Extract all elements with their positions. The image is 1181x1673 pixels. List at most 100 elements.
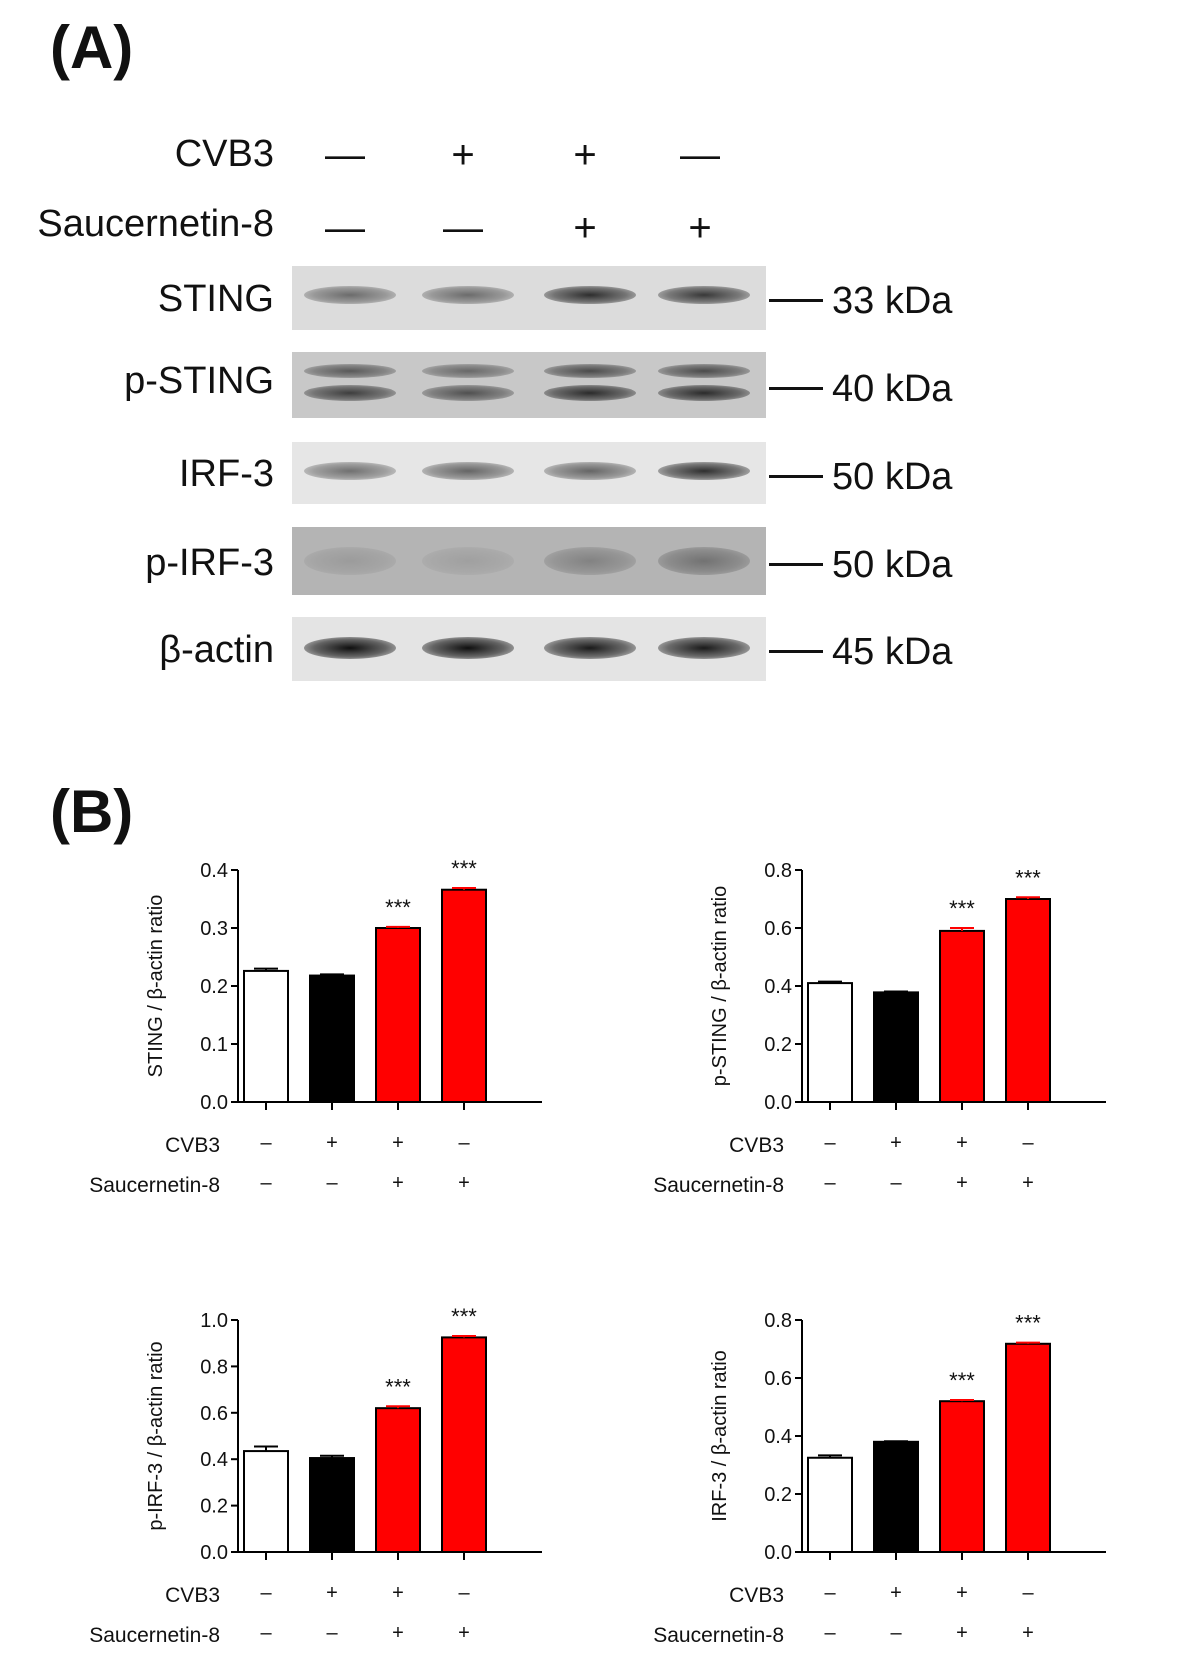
cvb3-sign: +: [890, 1132, 902, 1154]
y-tick-label: 0.0: [764, 1542, 792, 1564]
saucernetin-sign: +: [956, 1622, 968, 1644]
y-tick-label: 0.6: [764, 1368, 792, 1390]
saucernetin-sign: +: [392, 1622, 404, 1644]
significance-label-4: ***: [451, 1304, 477, 1329]
cvb3-sign: +: [890, 1582, 902, 1604]
y-tick-label: 0.8: [200, 1356, 228, 1378]
bar-1: [807, 1456, 853, 1553]
saucernetin-sign: –: [890, 1172, 902, 1194]
cvb3-sign-lane-3: +: [573, 133, 597, 177]
y-axis-label: p-STING / β-actin ratio: [709, 886, 731, 1086]
bar-1: [807, 982, 853, 1104]
bar-3: [375, 927, 421, 1103]
y-tick-label: 0.2: [764, 1034, 792, 1056]
cvb3-sign: +: [326, 1132, 338, 1154]
saucernetin-sign: –: [260, 1172, 272, 1194]
marker-kda-irf3: 50 kDa: [832, 456, 953, 498]
saucernetin-sign: –: [260, 1622, 272, 1644]
saucernetin-sign: +: [458, 1622, 470, 1644]
bar-4: [441, 1336, 487, 1554]
panel-b-label: (B): [50, 778, 134, 845]
saucernetin-sign: +: [458, 1172, 470, 1194]
blot-beta-actin: [292, 617, 766, 681]
y-tick-label: 0.4: [764, 976, 792, 998]
y-tick-label: 1.0: [200, 1310, 228, 1332]
y-tick-label: 0.2: [200, 976, 228, 998]
chart-sting: 0.0 0.1 0.2 0.3 0.4 STING / β-actin ratio – – + –…: [89, 856, 542, 1197]
blot-label-p-irf3: p-IRF-3: [145, 542, 274, 584]
blot-label-beta-actin: β-actin: [159, 629, 274, 671]
y-tick-label: 0.3: [200, 918, 228, 940]
significance-label-4: ***: [1015, 865, 1041, 890]
saucernetin-row-label: Saucernetin-8: [653, 1174, 784, 1197]
band-sting-lane-2: [422, 286, 514, 305]
blot-label-sting: STING: [157, 278, 274, 320]
bar-4: [441, 888, 487, 1103]
y-tick-label: 0.8: [764, 860, 792, 882]
band-irf3-lane-1: [304, 461, 396, 480]
bar-3: [375, 1407, 421, 1553]
bar-1: [243, 1450, 289, 1553]
blot-sting: [292, 266, 766, 330]
band-p-sting-lane-2: [422, 363, 514, 378]
cvb3-sign: +: [956, 1582, 968, 1604]
bar-2: [309, 974, 355, 1103]
band-sting-lane-3: [544, 286, 636, 305]
y-tick-label: 0.0: [764, 1092, 792, 1114]
band-p-irf3-lane-3: [544, 547, 636, 576]
bar-2: [873, 1440, 919, 1553]
y-axis-label: STING / β-actin ratio: [145, 895, 167, 1078]
significance-label-4: ***: [451, 856, 477, 881]
significance-label-4: ***: [1015, 1311, 1041, 1336]
panel-a-label: (A): [50, 14, 134, 81]
cvb3-row-label: CVB3: [729, 1134, 784, 1157]
sauc-sign-lane-2: —: [443, 206, 483, 250]
y-tick-label: 0.6: [764, 918, 792, 940]
y-tick-label: 0.4: [764, 1426, 792, 1448]
saucernetin-sign: +: [956, 1172, 968, 1194]
cvb3-row-label: CVB3: [174, 133, 274, 175]
saucernetin-row-label: Saucernetin-8: [37, 203, 274, 245]
bar-4: [1005, 898, 1051, 1103]
cvb3-sign-lane-4: —: [680, 133, 720, 177]
cvb3-sign: +: [392, 1582, 404, 1604]
bar-3: [939, 1400, 985, 1553]
significance-label-3: ***: [949, 896, 975, 921]
band-p-sting-lane-1: [304, 363, 396, 378]
cvb3-sign: +: [392, 1132, 404, 1154]
chart-p-sting: 0.0 0.2 0.4 0.6 0.8 p-STING / β-actin ratio – –…: [653, 860, 1106, 1197]
cvb3-row-label: CVB3: [165, 1134, 220, 1157]
marker-line-beta-actin: [769, 650, 823, 653]
band-p-sting-lane-3: [544, 385, 636, 401]
saucernetin-sign: –: [824, 1172, 836, 1194]
significance-label-3: ***: [385, 895, 411, 920]
significance-label-3: ***: [385, 1374, 411, 1399]
bar-2: [873, 991, 919, 1104]
cvb3-row-label: CVB3: [165, 1584, 220, 1607]
marker-kda-sting: 33 kDa: [832, 280, 953, 322]
band-p-sting-lane-2: [422, 385, 514, 401]
saucernetin-row-label: Saucernetin-8: [89, 1624, 220, 1647]
y-tick-label: 0.0: [200, 1542, 228, 1564]
saucernetin-sign: –: [326, 1172, 338, 1194]
marker-line-p-irf3: [769, 563, 823, 566]
bar-3: [939, 929, 985, 1104]
marker-kda-p-irf3: 50 kDa: [832, 544, 953, 586]
band-beta-actin-lane-2: [422, 637, 514, 660]
band-p-irf3-lane-1: [304, 547, 396, 576]
cvb3-sign: –: [458, 1582, 470, 1604]
saucernetin-row-label: Saucernetin-8: [653, 1624, 784, 1647]
saucernetin-sign: –: [890, 1622, 902, 1644]
cvb3-sign: –: [1022, 1132, 1034, 1154]
y-tick-label: 0.2: [764, 1484, 792, 1506]
blot-irf3: [292, 442, 766, 504]
cvb3-sign: +: [326, 1582, 338, 1604]
chart-irf3: 0.0 0.2 0.4 0.6 0.8 IRF-3 / β-actin ratio – – + –…: [653, 1310, 1106, 1647]
saucernetin-sign: +: [392, 1172, 404, 1194]
cvb3-sign-lane-1: —: [325, 133, 365, 177]
cvb3-sign: –: [1022, 1582, 1034, 1604]
cvb3-row-label: CVB3: [729, 1584, 784, 1607]
y-tick-label: 0.2: [200, 1496, 228, 1518]
sauc-sign-lane-4: +: [688, 206, 712, 250]
bar-2: [309, 1457, 355, 1553]
